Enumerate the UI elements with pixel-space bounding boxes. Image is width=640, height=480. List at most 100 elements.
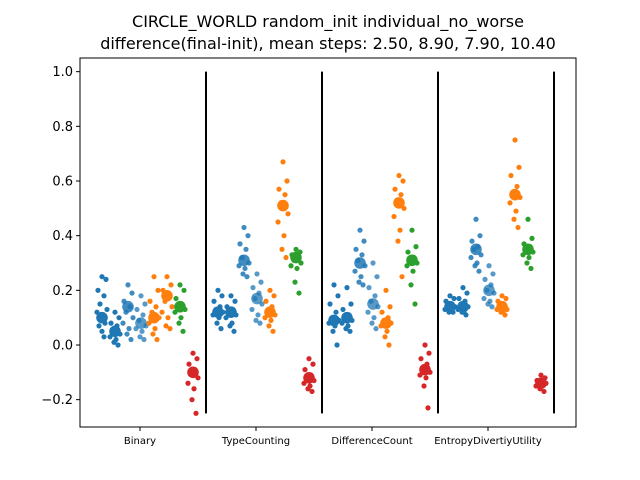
mean-marker-red: [303, 372, 315, 384]
data-point-orange: [379, 309, 385, 315]
data-point-green: [405, 249, 411, 255]
data-point-blue: [138, 293, 144, 299]
plot-frame: [79, 57, 577, 428]
data-point-orange: [263, 298, 269, 304]
data-point-orange: [382, 334, 388, 340]
data-point-blue: [134, 306, 140, 313]
data-point-blue: [120, 320, 126, 326]
data-point-blue: [215, 287, 221, 293]
data-point-green: [529, 235, 535, 241]
data-point-blue: [211, 298, 217, 304]
data-point-blue: [372, 293, 378, 299]
data-point-orange: [268, 317, 274, 323]
data-point-red: [189, 397, 195, 403]
data-point-orange: [164, 274, 170, 280]
mean-marker-blue: [225, 306, 237, 319]
data-point-orange: [275, 219, 281, 225]
data-point-orange: [499, 293, 505, 299]
data-point-red: [418, 356, 424, 362]
data-point-blue: [231, 328, 237, 334]
data-point-blue: [360, 282, 366, 288]
data-point-orange: [503, 295, 509, 302]
data-point-blue: [257, 320, 263, 326]
data-point-blue: [116, 315, 122, 321]
data-point-red: [191, 386, 197, 392]
data-point-orange: [266, 323, 272, 329]
data-point-blue: [356, 279, 362, 285]
data-point-red: [186, 361, 192, 367]
data-point-blue: [240, 271, 246, 277]
mean-marker-red: [419, 363, 431, 376]
data-point-blue: [333, 309, 339, 315]
x-axis: Binary TypeCounting DifferenceCount Entropy…: [124, 427, 542, 447]
data-point-blue: [327, 301, 333, 307]
data-point-blue: [97, 301, 103, 307]
data-point-blue: [357, 227, 363, 233]
data-point-blue: [258, 279, 264, 285]
data-point-orange: [384, 328, 390, 334]
data-point-blue: [130, 315, 136, 321]
data-point-green: [294, 265, 300, 272]
data-point-orange: [508, 172, 514, 179]
y-tick-label: 0.2: [52, 284, 73, 299]
data-point-green: [288, 263, 294, 269]
data-point-blue: [353, 246, 359, 252]
mean-marker-orange: [496, 300, 508, 313]
data-point-green: [410, 268, 416, 274]
mean-marker-blue: [238, 254, 250, 267]
data-point-green: [413, 244, 419, 250]
mean-marker-orange: [277, 199, 289, 212]
data-point-blue: [139, 328, 145, 334]
mean-marker-orange: [264, 306, 276, 319]
data-point-orange: [267, 287, 273, 293]
data-point-blue: [96, 323, 102, 329]
data-point-blue: [99, 274, 105, 280]
data-point-orange: [400, 178, 406, 184]
mean-marker-blue: [328, 314, 340, 327]
data-point-orange: [159, 309, 165, 315]
data-point-blue: [249, 306, 255, 313]
data-point-red: [190, 350, 196, 356]
data-point-blue: [340, 306, 346, 313]
data-point-blue: [456, 295, 462, 302]
data-point-green: [412, 301, 418, 307]
data-point-blue: [473, 216, 479, 222]
data-point-blue: [348, 301, 354, 307]
y-tick-label: 0.0: [52, 339, 73, 354]
data-point-orange: [154, 336, 160, 343]
data-point-blue: [245, 233, 251, 239]
data-point-red: [309, 388, 315, 395]
data-point-blue: [250, 285, 256, 291]
y-tick-label: 0.8: [52, 120, 73, 135]
x-tick-label: EntropyDivertiyUtility: [434, 436, 542, 447]
mean-marker-blue: [122, 300, 134, 313]
data-point-blue: [485, 301, 491, 307]
data-point-blue: [468, 254, 474, 261]
data-point-blue: [486, 263, 492, 269]
data-point-orange: [271, 293, 277, 299]
data-point-orange: [147, 298, 153, 304]
data-point-orange: [169, 304, 175, 310]
data-point-red: [541, 388, 547, 395]
data-point-orange: [383, 287, 389, 293]
data-point-blue: [331, 282, 337, 288]
data-point-blue: [469, 238, 475, 244]
data-point-blue: [129, 290, 135, 296]
data-point-blue: [482, 276, 488, 282]
mean-marker-blue: [96, 311, 108, 324]
data-point-orange: [155, 287, 161, 293]
mean-marker-blue: [470, 243, 482, 256]
y-tick-label: 0.6: [52, 175, 73, 190]
data-point-orange: [392, 186, 398, 192]
y-tick-label: −0.2: [41, 393, 73, 408]
mean-marker-blue: [457, 300, 469, 313]
mean-marker-blue: [367, 298, 379, 310]
data-point-blue: [334, 342, 340, 348]
data-point-blue: [244, 274, 250, 280]
mean-marker-orange: [509, 188, 521, 201]
mean-marker-blue: [135, 317, 147, 329]
data-point-blue: [141, 336, 147, 343]
data-point-orange: [165, 315, 171, 321]
data-point-blue: [111, 339, 117, 345]
